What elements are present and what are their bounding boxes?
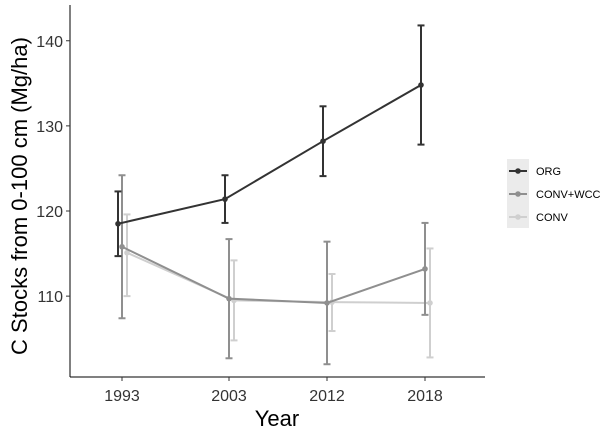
- data-point-org: [418, 82, 424, 88]
- x-tick-label: 1993: [104, 388, 140, 405]
- x-tick-label: 2003: [211, 388, 247, 405]
- data-point-conv: [427, 300, 433, 306]
- series-line-conv-wcc: [121, 245, 426, 304]
- x-tick-label: 2018: [407, 388, 443, 405]
- legend-key-point-org: [515, 168, 521, 174]
- series-org: [114, 24, 425, 258]
- y-tick-label: 140: [36, 34, 63, 51]
- x-axis-title: Year: [255, 406, 299, 431]
- data-point-conv-wcc: [119, 243, 125, 250]
- data-point-org: [115, 220, 121, 227]
- y-axis-title: C Stocks from 0-100 cm (Mg/ha): [7, 37, 32, 355]
- legend-label-conv: CONV: [536, 212, 568, 224]
- y-tick-label: 110: [37, 289, 63, 306]
- data-point-org: [222, 196, 228, 202]
- series-line-conv: [126, 251, 431, 304]
- data-point-conv: [124, 249, 130, 256]
- y-tick-label: 130: [36, 119, 63, 136]
- legend: ORG CONV+WCC CONV: [507, 159, 601, 228]
- series-line-org: [117, 84, 422, 225]
- y-tick-label: 120: [36, 204, 63, 221]
- series-conv-wcc: [118, 174, 429, 366]
- data-point-conv-wcc: [226, 295, 232, 302]
- data-point-conv-wcc: [324, 300, 330, 306]
- x-tick-label: 2012: [309, 388, 345, 405]
- legend-key-point-conv: [515, 214, 521, 220]
- y-axis-ticks: 110 120 130 140: [36, 34, 70, 306]
- x-axis-ticks: 1993 2003 2012 2018: [104, 377, 443, 405]
- series-conv: [123, 213, 434, 359]
- data-point-conv-wcc: [422, 266, 428, 272]
- plot-area: [114, 24, 434, 366]
- legend-label-conv-wcc: CONV+WCC: [536, 189, 601, 201]
- legend-key-point-conv-wcc: [515, 191, 521, 197]
- legend-label-org: ORG: [536, 166, 561, 178]
- data-point-org: [320, 138, 326, 145]
